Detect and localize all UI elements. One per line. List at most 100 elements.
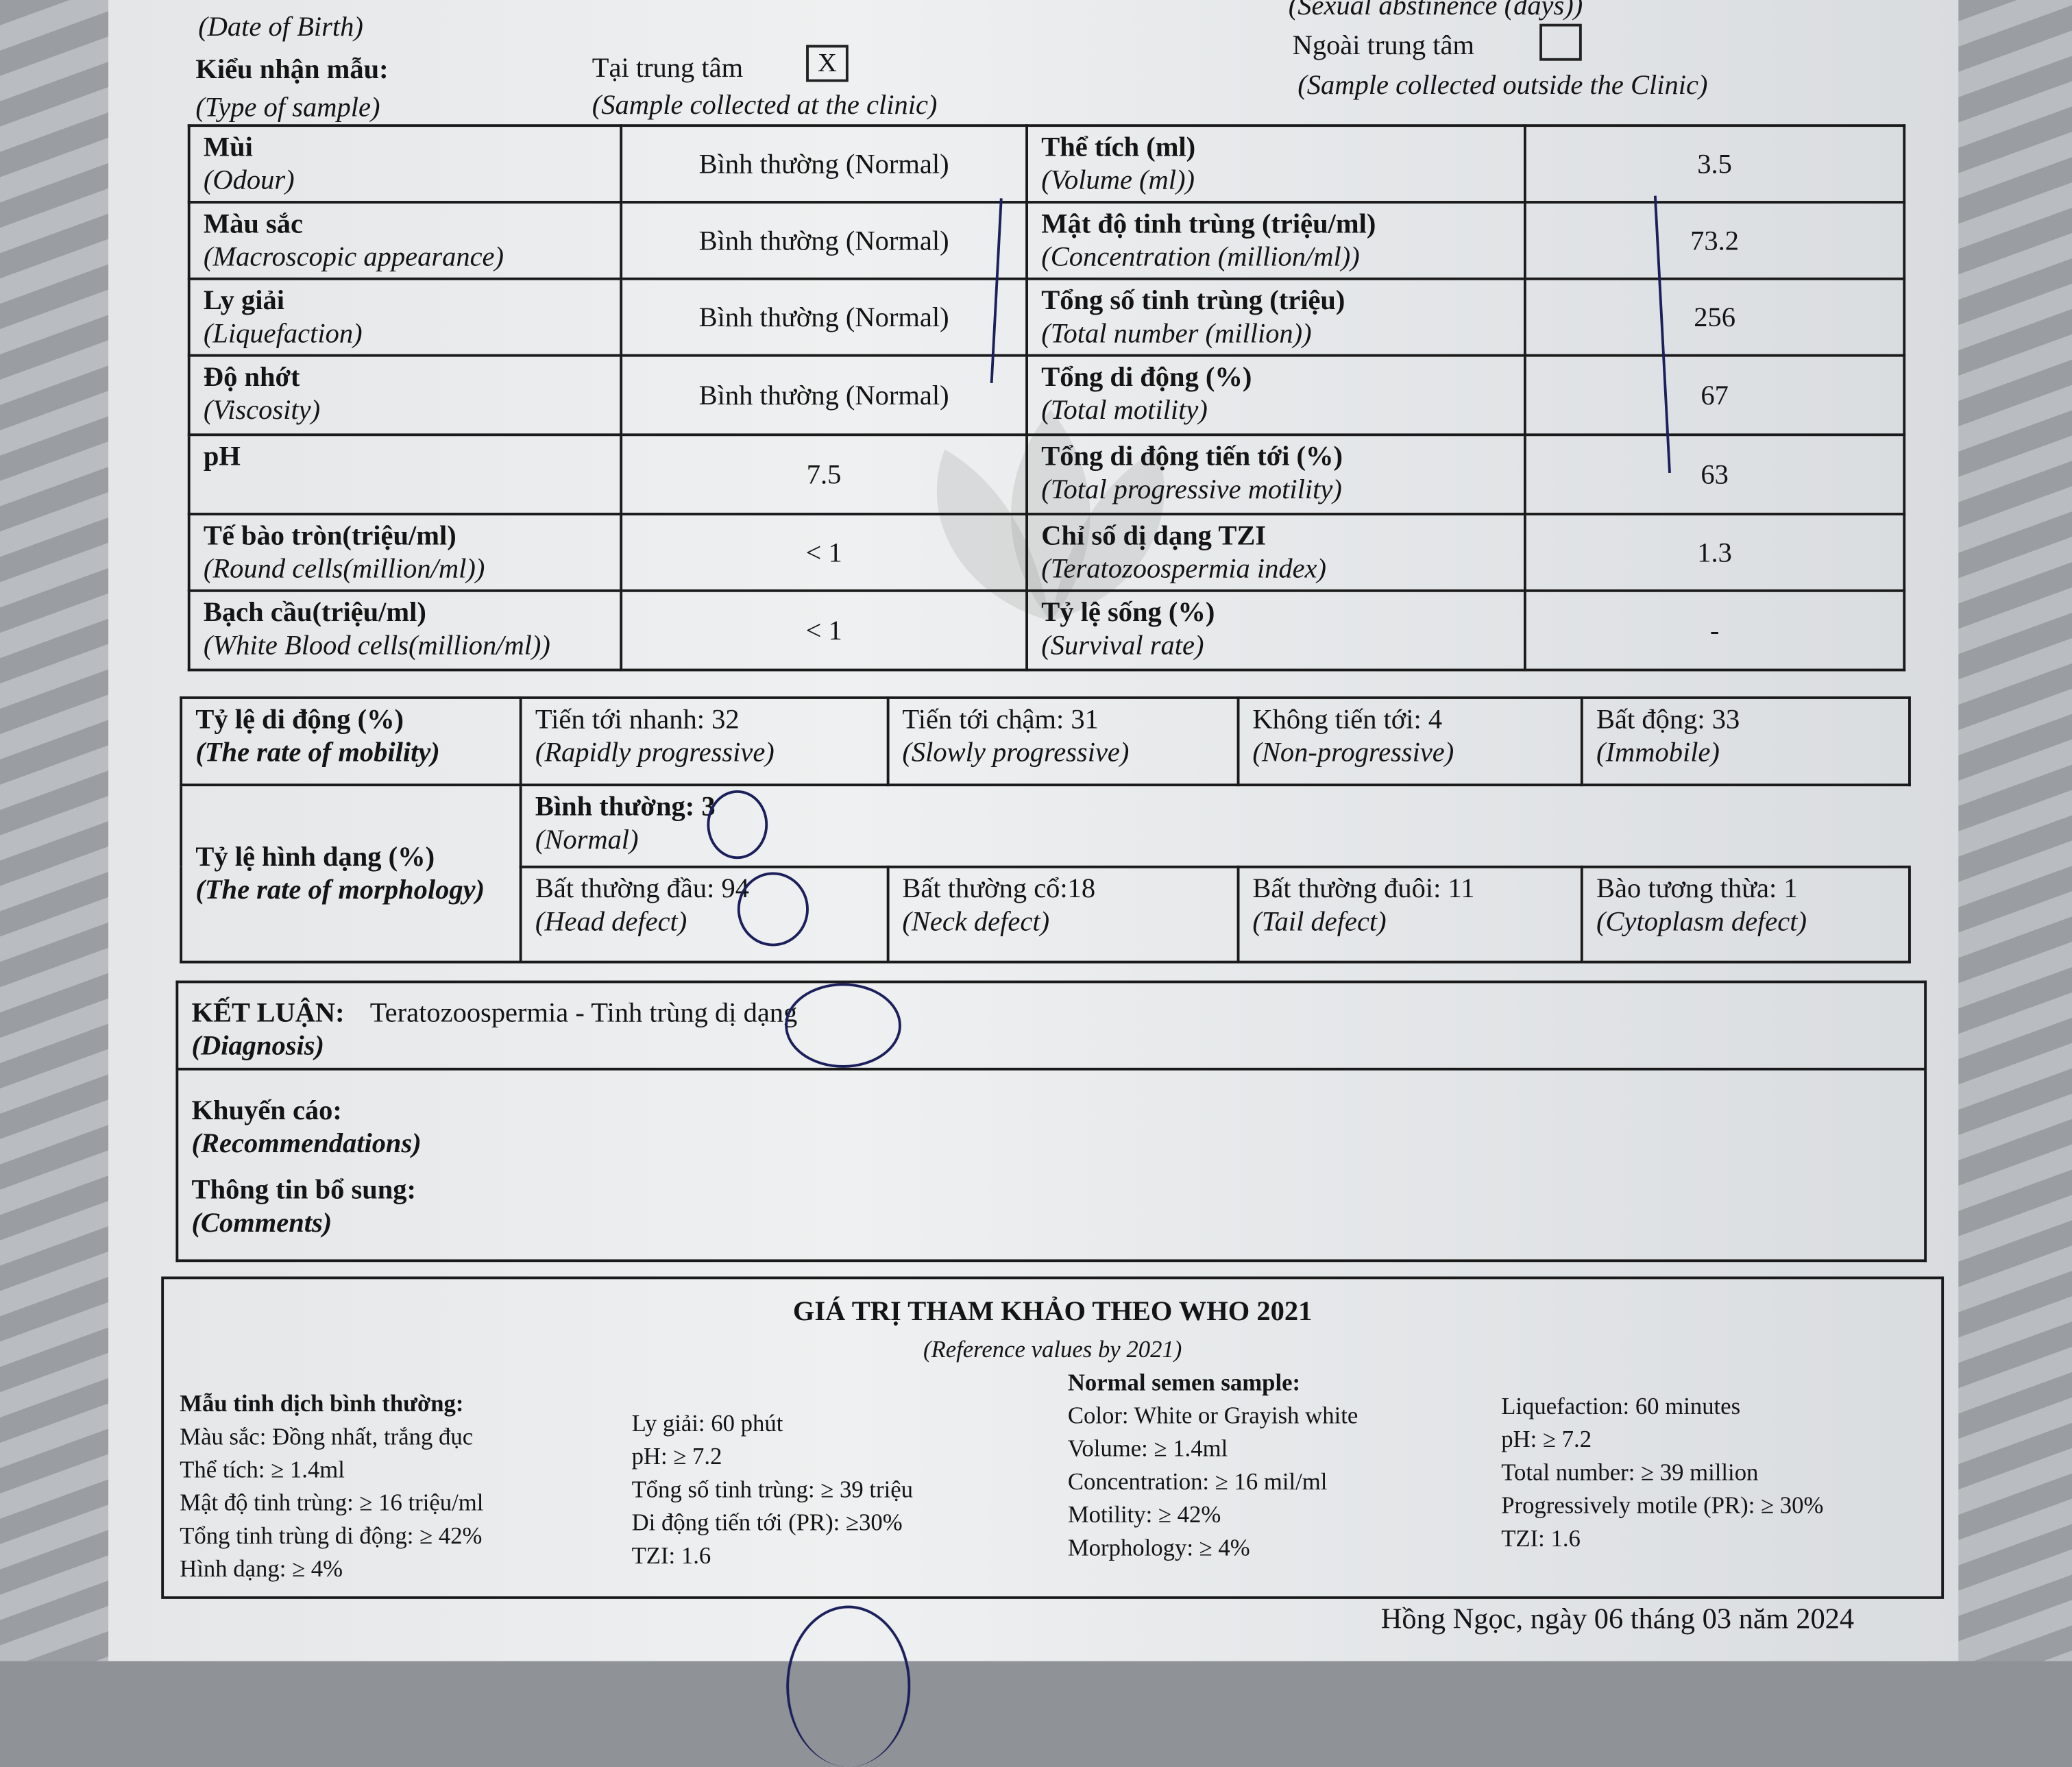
param-value: Bình thường (Normal)	[698, 147, 949, 180]
results-cell: Màu sắc (Macroscopic appearance)	[187, 201, 623, 280]
results-cell: 3.5	[1523, 124, 1906, 204]
param-label-en: (Round cells(million/ml))	[203, 552, 485, 585]
param-value: < 1	[805, 535, 842, 568]
results-cell: 1.3	[1523, 513, 1906, 592]
param-label-en: (Liquefaction)	[203, 317, 363, 349]
param-label-en: (Volume (ml))	[1041, 164, 1195, 196]
param-value: Bình thường (Normal)	[698, 378, 949, 411]
param-value: 63	[1701, 458, 1729, 490]
head-defect-value: Bất thường đầu: 94	[535, 872, 749, 904]
ref-col1-title: Mẫu tinh dịch bình thường:	[180, 1390, 464, 1417]
param-label-en: (Viscosity)	[203, 393, 321, 426]
immobile-label: (Immobile)	[1596, 735, 1720, 768]
results-cell: Ly giải (Liquefaction)	[187, 277, 623, 357]
ref-item: Motility: ≥ 42%	[1067, 1501, 1221, 1528]
ref-item: Thể tích: ≥ 1.4ml	[180, 1456, 345, 1483]
param-label: Màu sắc	[203, 207, 303, 239]
param-label-en: (Teratozoospermia index)	[1041, 552, 1327, 585]
outside-checkbox[interactable]	[1539, 23, 1582, 61]
param-label-en: (Macroscopic appearance)	[203, 240, 504, 273]
diagnosis-label-en: (Diagnosis)	[191, 1029, 325, 1062]
head-defect-label: (Head defect)	[535, 905, 687, 937]
results-cell: Mùi (Odour)	[187, 124, 623, 204]
ref-item: Hình dạng: ≥ 4%	[180, 1555, 343, 1582]
mobility-cell: Tiến tới chậm: 31 (Slowly progressive)	[886, 696, 1240, 787]
mobility-label: Tỷ lệ di động (%)	[195, 703, 404, 735]
results-cell: Tế bào tròn(triệu/ml) (Round cells(millio…	[187, 513, 623, 592]
nonprog-label: (Non-progressive)	[1252, 735, 1454, 768]
results-row: Mùi (Odour) Bình thường (Normal) Thể tích (…	[187, 124, 1906, 204]
results-cell: Tổng di động (%) (Total motility)	[1025, 354, 1526, 437]
mobility-cell: Bất động: 33 (Immobile)	[1580, 696, 1911, 787]
dob-label: (Date of Birth)	[198, 10, 363, 42]
morphology-label-en: (The rate of morphology)	[195, 873, 485, 905]
ref-item: Tổng tinh trùng di động: ≥ 42%	[180, 1522, 483, 1549]
param-label: Thể tích (ml)	[1041, 130, 1196, 163]
ref-item: pH: ≥ 7.2	[1501, 1426, 1592, 1452]
outside-label: Ngoài trung tâm	[1292, 29, 1474, 61]
results-cell: 67	[1523, 354, 1906, 437]
mobility-cell: Không tiến tới: 4 (Non-progressive)	[1236, 696, 1583, 787]
normal-label: (Normal)	[535, 823, 639, 855]
morphology-label-cell: Tỷ lệ hình dạng (%) (The rate of morpholo…	[180, 783, 522, 964]
immobile-value: Bất động: 33	[1596, 703, 1740, 735]
results-cell: Bình thường (Normal)	[620, 277, 1028, 357]
param-value: 67	[1701, 378, 1729, 411]
results-row: Ly giải (Liquefaction) Bình thường (Normal…	[187, 277, 1906, 357]
cytoplasm-defect-value: Bào tương thừa: 1	[1596, 872, 1798, 904]
comments-label: Thông tin bổ sung:	[191, 1173, 416, 1206]
results-cell: Tỷ lệ sống (%) (Survival rate)	[1025, 589, 1526, 672]
ink-circle-diagnosis	[785, 983, 901, 1068]
morph-cell: Bất thường cổ:18 (Neck defect)	[886, 865, 1240, 964]
notes-cell: Khuyến cáo: (Recommendations) Thông tin …	[175, 1067, 1927, 1263]
param-label: Chỉ số dị dạng TZI	[1041, 519, 1267, 551]
results-row: Bạch cầu(triệu/ml) (White Blood cells(mil…	[187, 589, 1906, 672]
param-label: Tổng di động (%)	[1041, 361, 1252, 393]
ink-circle-normal	[707, 790, 768, 860]
ref-item: Color: White or Grayish white	[1067, 1402, 1358, 1429]
neck-defect-value: Bất thường cổ:18	[902, 872, 1096, 904]
results-cell: Thể tích (ml) (Volume (ml))	[1025, 124, 1526, 204]
results-cell: pH	[187, 433, 623, 515]
reference-col-vi-1: Mẫu tinh dịch bình thường: Màu sắc: Đồng…	[180, 1387, 483, 1585]
ref-col3-title: Normal semen sample:	[1067, 1369, 1301, 1396]
at-clinic-label: Tại trung tâm	[592, 51, 744, 84]
diagnosis-cell: KẾT LUẬN: Teratozoospermia - Tinh trùng …	[175, 980, 1927, 1071]
results-cell: 73.2	[1523, 201, 1906, 280]
results-cell: 256	[1523, 277, 1906, 357]
cytoplasm-defect-label: (Cytoplasm defect)	[1596, 905, 1807, 937]
results-row: Tế bào tròn(triệu/ml) (Round cells(millio…	[187, 513, 1906, 592]
at-clinic-label-en: (Sample collected at the clinic)	[592, 88, 938, 121]
param-value: 256	[1694, 300, 1735, 332]
param-value: 1.3	[1697, 535, 1732, 568]
param-label-en: (Concentration (million/ml))	[1041, 240, 1360, 273]
results-cell: Độ nhớt (Viscosity)	[187, 354, 623, 437]
morphology-label: Tỷ lệ hình dạng (%)	[195, 840, 435, 873]
ink-circle-head-defect	[737, 872, 809, 947]
results-row: Màu sắc (Macroscopic appearance) Bình thườ…	[187, 201, 1906, 280]
conclusion-table: KẾT LUẬN: Teratozoospermia - Tinh trùng …	[175, 980, 1927, 1263]
param-label-en: (Total motility)	[1041, 393, 1208, 426]
results-cell: 7.5	[620, 433, 1028, 515]
slow-value: Tiến tới chậm: 31	[902, 703, 1099, 735]
results-cell: 63	[1523, 433, 1906, 515]
ref-item: TZI: 1.6	[631, 1541, 711, 1569]
ink-signature	[786, 1605, 911, 1767]
outside-label-en: (Sample collected outside the Clinic)	[1297, 69, 1708, 101]
morph-cell: Bất thường đầu: 94 (Head defect)	[519, 865, 890, 964]
results-row: pH 7.5 Tổng di động tiến tới (%) (Total pro…	[187, 433, 1906, 515]
results-cell: Tổng di động tiến tới (%) (Total progress…	[1025, 433, 1526, 515]
at-clinic-checkbox[interactable]: X	[806, 45, 849, 82]
ref-item: Ly giải: 60 phút	[631, 1410, 783, 1437]
param-label: Ly giải	[203, 284, 285, 316]
param-value: -	[1709, 613, 1720, 646]
param-label: pH	[203, 440, 241, 472]
reference-col-en-2: Liquefaction: 60 minutes pH: ≥ 7.2 Total…	[1501, 1390, 1823, 1555]
rapid-label: (Rapidly progressive)	[535, 735, 775, 768]
ref-item: Màu sắc: Đồng nhất, trắng đục	[180, 1423, 474, 1450]
param-label: Tổng số tinh trùng (triệu)	[1041, 284, 1345, 316]
neck-defect-label: (Neck defect)	[902, 905, 1050, 937]
mobility-cell: Tiến tới nhanh: 32 (Rapidly progressive)	[519, 696, 890, 787]
param-label: Mật độ tinh trùng (triệu/ml)	[1041, 207, 1376, 239]
results-cell: Tổng số tinh trùng (triệu) (Total number …	[1025, 277, 1526, 357]
